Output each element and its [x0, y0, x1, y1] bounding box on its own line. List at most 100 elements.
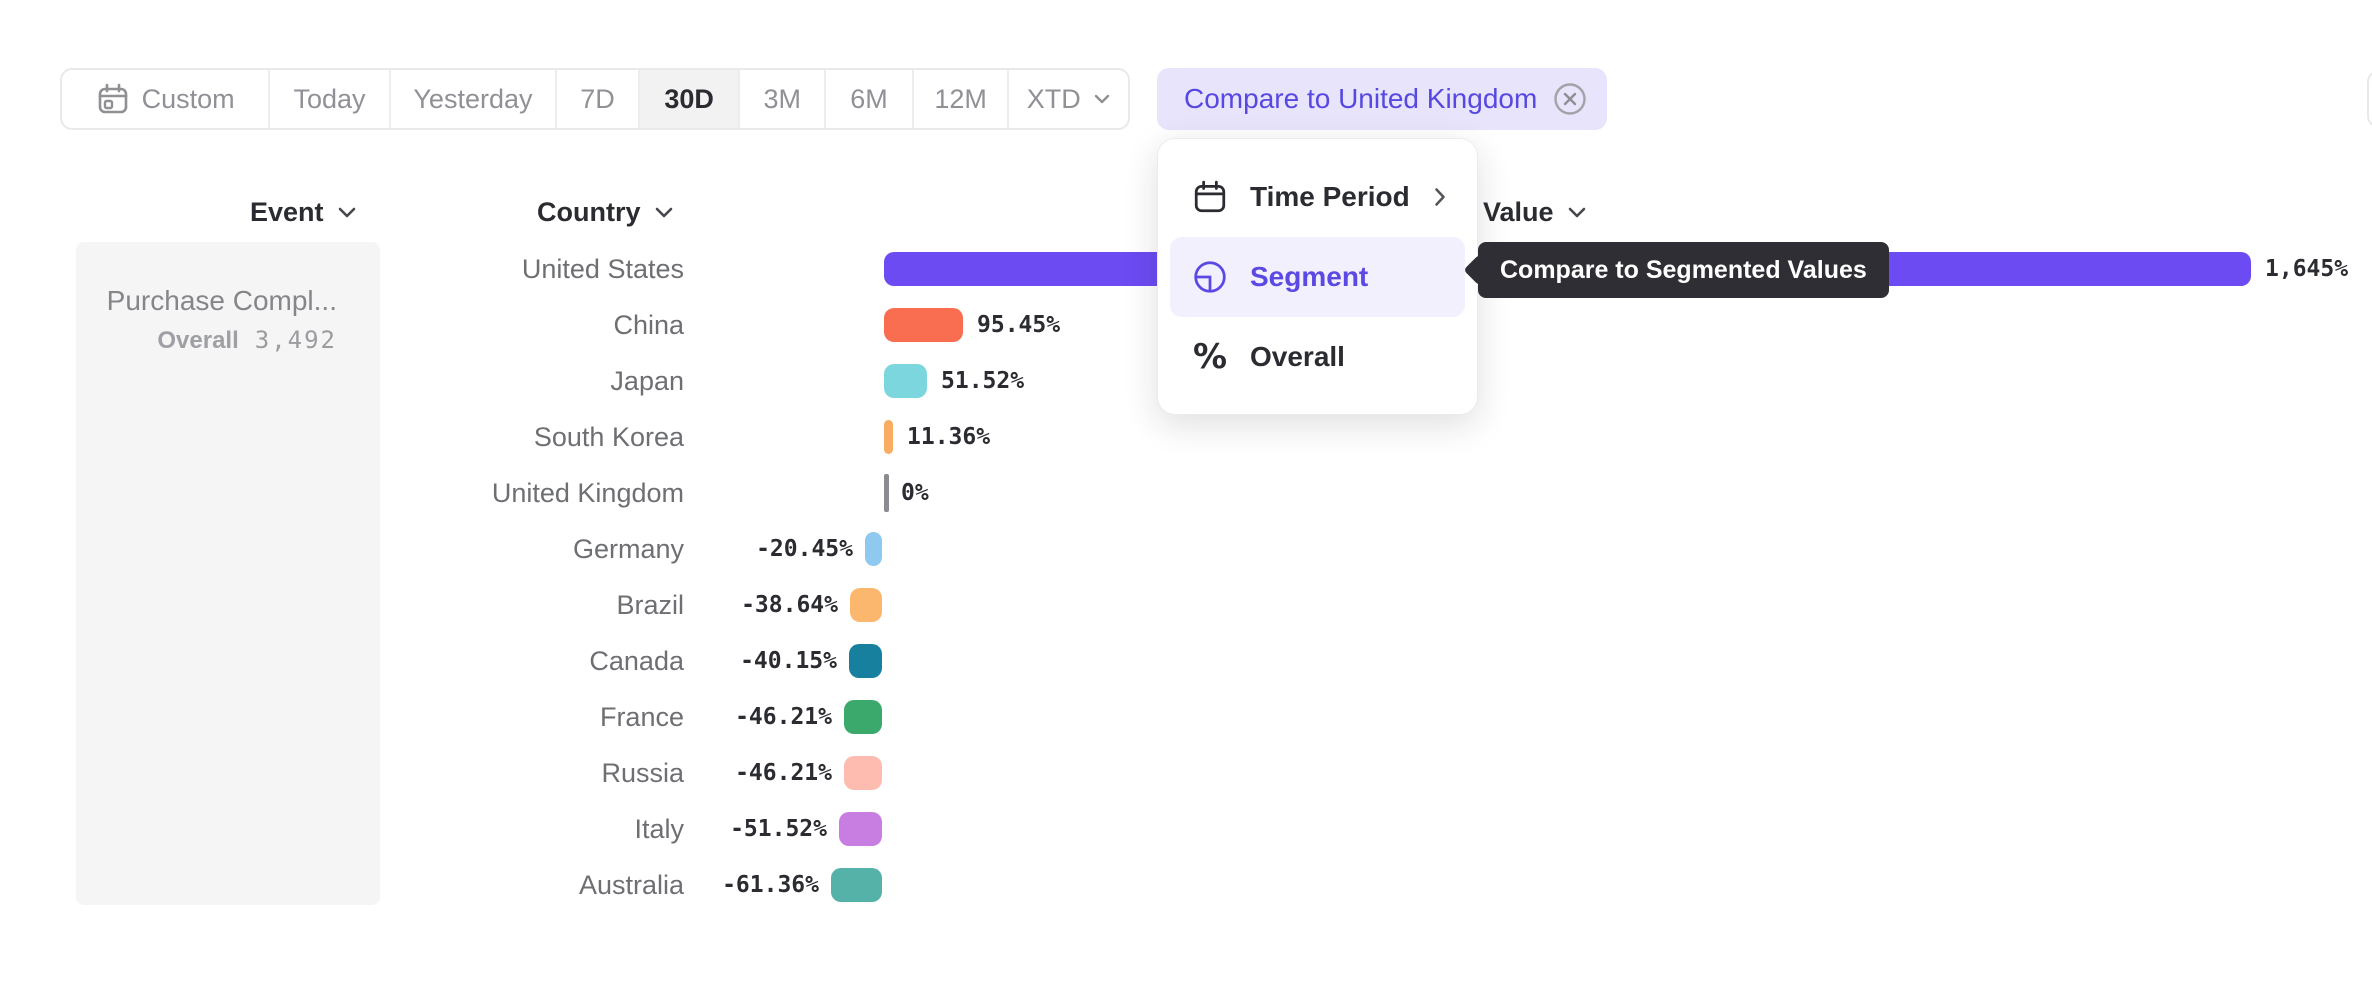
- date-range-yesterday[interactable]: Yesterday: [391, 70, 558, 128]
- bar-italy[interactable]: [839, 812, 882, 846]
- country-label: Germany: [572, 534, 684, 564]
- percent-icon: %: [1192, 337, 1228, 377]
- date-range-12m[interactable]: 12M: [914, 70, 1010, 128]
- compare-to-segment-chip[interactable]: Compare to United Kingdom: [1157, 68, 1608, 130]
- remove-compare-icon[interactable]: [1553, 82, 1587, 116]
- date-range-6m[interactable]: 6M: [826, 70, 914, 128]
- segment-icon-wrap: [1192, 259, 1228, 295]
- bar-value-label: 0%: [901, 480, 929, 506]
- chart-row-italy: Italy -51.52%: [0, 801, 2372, 857]
- date-range-label: XTD: [1026, 83, 1081, 114]
- date-range-label: 30D: [664, 83, 714, 114]
- country-label: France: [599, 702, 684, 732]
- menu-item-time-period[interactable]: Time Period: [1170, 157, 1465, 237]
- date-range-toolbar: Custom Today Yesterday 7D 30D 3M 6M 12M XTD: [60, 68, 1130, 130]
- chart-row-germany: Germany -20.45%: [0, 521, 2372, 577]
- bar-value-label: -46.21%: [735, 704, 832, 730]
- compare-chip-label: Compare to United Kingdom: [1184, 83, 1538, 114]
- chevron-down-icon: [655, 207, 672, 217]
- bar-australia[interactable]: [831, 868, 882, 902]
- date-range-xtd[interactable]: XTD: [1009, 70, 1128, 128]
- segment-icon: [1194, 261, 1226, 293]
- bar-china[interactable]: [884, 308, 963, 342]
- bar-value-label: -46.21%: [735, 760, 832, 786]
- menu-item-segment[interactable]: Segment: [1170, 237, 1465, 317]
- date-range-label: Today: [293, 83, 366, 114]
- event-overall-row: Overall 3,492: [107, 326, 337, 355]
- bar-russia[interactable]: [844, 756, 882, 790]
- column-header-country[interactable]: Country: [537, 195, 674, 229]
- date-range-today[interactable]: Today: [270, 70, 391, 128]
- date-range-label: Yesterday: [413, 83, 533, 114]
- bar-japan[interactable]: [884, 364, 927, 398]
- tooltip-text: Compare to Segmented Values: [1478, 242, 1889, 298]
- zero-baseline-tick: [884, 474, 889, 512]
- country-label: United States: [521, 254, 684, 284]
- event-name: Purchase Compl...: [106, 285, 337, 316]
- bar-value-label: -51.52%: [730, 816, 827, 842]
- date-range-7d[interactable]: 7D: [557, 70, 640, 128]
- menu-item-label: Segment: [1250, 261, 1369, 292]
- chart-row-united-kingdom: United Kingdom 0%: [0, 465, 2372, 521]
- bar-south-korea[interactable]: [884, 420, 893, 454]
- bar-value-label: 1,645%: [2265, 256, 2349, 282]
- bar-value-label: 11.36%: [907, 424, 991, 450]
- column-header-event[interactable]: Event: [250, 195, 357, 229]
- chart-row-south-korea: South Korea 11.36%: [0, 409, 2372, 465]
- date-range-label: Custom: [141, 83, 235, 114]
- bar-value-label: -20.45%: [756, 536, 853, 562]
- column-header-value-label: Value: [1483, 196, 1554, 227]
- chevron-right-icon: [1435, 188, 1445, 206]
- country-label: Russia: [601, 758, 684, 788]
- event-overall-value: 3,492: [254, 326, 337, 354]
- chart-row-france: France -46.21%: [0, 689, 2372, 745]
- date-range-label: 3M: [763, 83, 802, 114]
- menu-item-label: Overall: [1250, 341, 1345, 372]
- date-range-label: 12M: [934, 83, 987, 114]
- percent-icon-wrap: %: [1192, 337, 1228, 377]
- chart-row-japan: Japan 51.52%: [0, 353, 2372, 409]
- calendar-icon-wrap: [1192, 179, 1228, 215]
- chevron-down-icon: [1094, 94, 1109, 104]
- date-range-30d[interactable]: 30D: [639, 70, 741, 128]
- bar-value-label: -38.64%: [741, 592, 838, 618]
- chart-row-australia: Australia -61.36%: [0, 857, 2372, 913]
- country-label: Australia: [578, 870, 684, 900]
- event-overall-label: Overall: [157, 327, 239, 354]
- column-header-country-label: Country: [537, 196, 641, 227]
- chart-row-china: China 95.45%: [0, 297, 2372, 353]
- submenu-chevron-wrap: [1433, 186, 1447, 208]
- event-list-panel: Purchase Compl... Overall 3,492: [76, 242, 380, 905]
- column-header-value[interactable]: Value: [1483, 195, 1587, 229]
- country-label: Japan: [610, 366, 684, 396]
- calendar-icon: [98, 83, 127, 114]
- bar-value-label: -40.15%: [740, 648, 837, 674]
- country-label: Brazil: [616, 590, 684, 620]
- chevron-down-icon: [1568, 207, 1585, 217]
- bar-canada[interactable]: [849, 644, 882, 678]
- tooltip: Compare to Segmented Values: [1463, 242, 1889, 298]
- date-range-3m[interactable]: 3M: [740, 70, 827, 128]
- chart-row-canada: Canada -40.15%: [0, 633, 2372, 689]
- country-label: China: [613, 310, 684, 340]
- date-range-label: 6M: [850, 83, 888, 114]
- country-label: United Kingdom: [491, 478, 684, 508]
- bar-value-label: 51.52%: [941, 368, 1025, 394]
- date-range-custom[interactable]: Custom: [62, 70, 271, 128]
- chart-row-russia: Russia -46.21%: [0, 745, 2372, 801]
- bar-brazil[interactable]: [850, 588, 882, 622]
- bar-value-label: -61.36%: [722, 872, 819, 898]
- bar-france[interactable]: [844, 700, 882, 734]
- menu-item-overall[interactable]: % Overall: [1170, 317, 1465, 397]
- compare-dropdown-menu: Time Period Segment% Overall: [1157, 138, 1478, 415]
- country-label: Italy: [634, 814, 684, 844]
- chevron-down-icon: [338, 207, 355, 217]
- date-range-label: 7D: [580, 83, 615, 114]
- menu-item-label: Time Period: [1250, 181, 1410, 212]
- bar-value-label: 95.45%: [977, 312, 1061, 338]
- offscreen-button-fragment: [2367, 70, 2372, 128]
- bar-germany[interactable]: [865, 532, 882, 566]
- calendar-icon: [1194, 180, 1226, 213]
- event-list-item[interactable]: Purchase Compl... Overall 3,492: [107, 284, 337, 355]
